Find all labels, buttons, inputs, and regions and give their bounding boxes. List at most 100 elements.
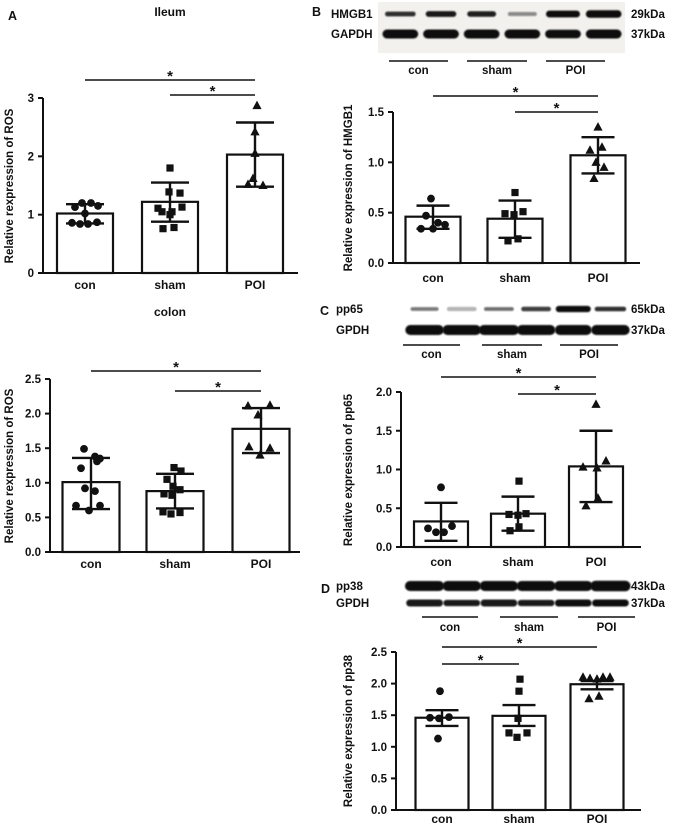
- data-point-square: [176, 189, 184, 197]
- data-point-circle: [87, 199, 95, 207]
- data-point-circle: [426, 713, 434, 722]
- significance-star: *: [513, 84, 519, 101]
- data-point-square: [165, 188, 173, 196]
- data-point-square: [167, 510, 175, 518]
- panel-letter-c: C: [320, 304, 330, 318]
- points-con: [72, 444, 104, 515]
- blot-band: [442, 581, 481, 591]
- lane-group-label: sham: [514, 622, 544, 634]
- lane-group-label: POI: [579, 349, 599, 361]
- data-point-circle: [437, 483, 445, 492]
- significance-star: *: [516, 365, 522, 382]
- data-point-square: [177, 467, 185, 475]
- data-point-triangle: [599, 162, 609, 171]
- data-point-square: [514, 235, 522, 243]
- blot-band: [382, 29, 419, 39]
- data-point-circle: [427, 194, 435, 203]
- data-point-square: [514, 511, 522, 519]
- blot-band: [467, 11, 497, 17]
- y-axis-label: Relative rexpression of ROS: [4, 388, 16, 543]
- blot-band: [480, 599, 518, 607]
- data-point-triangle: [601, 455, 611, 465]
- molecular-weight-label: 37kDa: [631, 29, 665, 41]
- data-point-square: [160, 490, 168, 498]
- bar-sham: [491, 714, 547, 812]
- x-category-label: sham: [159, 557, 190, 571]
- blot-band: [385, 11, 416, 17]
- blot-band: [463, 29, 500, 39]
- blot-band: [478, 325, 520, 335]
- y-tick-label: 1.5: [25, 443, 42, 455]
- protein-label: GAPDH: [331, 29, 373, 41]
- blot-membrane: [378, 2, 625, 53]
- y-tick-label: 2.0: [371, 679, 387, 691]
- y-tick-label: 0.0: [371, 805, 387, 817]
- molecular-weight-label: 43kDa: [631, 581, 665, 593]
- protein-label: GPDH: [336, 598, 369, 610]
- x-category-label: con: [74, 278, 95, 292]
- data-point-triangle: [591, 399, 601, 408]
- y-tick-label: 1: [28, 210, 35, 222]
- data-point-circle: [448, 522, 456, 530]
- data-point-triangle: [244, 441, 254, 451]
- data-point-circle: [81, 484, 89, 493]
- points-con: [426, 687, 453, 743]
- data-point-square: [515, 477, 523, 485]
- data-point-triangle: [250, 126, 260, 136]
- data-point-triangle: [589, 173, 599, 182]
- molecular-weight-label: 37kDa: [631, 598, 665, 610]
- data-point-triangle: [253, 409, 263, 419]
- x-category-label: con: [430, 555, 451, 569]
- y-tick-label: 0.0: [25, 547, 41, 559]
- y-tick-label: 0.5: [376, 503, 393, 515]
- y-tick-label: 0.0: [368, 258, 384, 270]
- data-point-triangle: [584, 693, 594, 703]
- molecular-weight-label: 37kDa: [631, 325, 665, 337]
- data-point-circle: [68, 218, 76, 227]
- data-point-circle: [435, 714, 443, 723]
- x-category-label: sham: [502, 555, 533, 569]
- y-tick-label: 2.5: [25, 374, 42, 386]
- data-point-circle: [424, 524, 432, 533]
- y-tick-label: 0.0: [376, 542, 392, 554]
- blot-band: [516, 325, 556, 335]
- data-point-circle: [93, 218, 101, 227]
- data-point-square: [176, 486, 184, 494]
- y-axis-label: Relative expression of pp65: [343, 393, 355, 546]
- points-POI: [578, 672, 615, 703]
- points-sham: [505, 675, 531, 741]
- data-point-triangle: [243, 400, 253, 410]
- data-point-square: [511, 188, 519, 197]
- points-sham: [501, 188, 527, 245]
- blot-band: [504, 29, 541, 39]
- error-bar-POI: [581, 135, 615, 175]
- significance-star: *: [215, 379, 221, 396]
- x-category-label: sham: [503, 812, 534, 826]
- lane-group-label: con: [440, 622, 460, 634]
- significance-star: *: [167, 68, 173, 85]
- data-point-circle: [81, 209, 89, 218]
- data-point-triangle: [581, 500, 591, 510]
- blot-band: [507, 12, 537, 16]
- chart-pp65: Relative expression of pp65 0.0 0.5 1.0 1.5 2…: [343, 365, 641, 569]
- data-point-circle: [84, 220, 92, 228]
- data-point-triangle: [243, 179, 253, 188]
- blot-band: [423, 29, 459, 39]
- data-point-square: [158, 208, 166, 216]
- data-point-circle: [93, 457, 101, 466]
- data-point-circle: [91, 487, 99, 496]
- blot-band: [545, 29, 581, 39]
- data-point-triangle: [258, 180, 268, 189]
- blot-band: [591, 325, 630, 335]
- data-point-circle: [445, 713, 453, 721]
- data-point-triangle: [585, 145, 595, 154]
- blot-band: [405, 325, 444, 335]
- data-point-square: [168, 491, 176, 499]
- data-point-triangle: [250, 148, 260, 157]
- x-category-label: sham: [154, 278, 185, 292]
- chart-colon: colon Relative rexpression of ROS 0.0 0.5 1.…: [4, 305, 300, 571]
- y-tick-label: 1.5: [368, 107, 385, 119]
- protein-label: GPDH: [336, 325, 369, 337]
- points-POI: [243, 400, 275, 459]
